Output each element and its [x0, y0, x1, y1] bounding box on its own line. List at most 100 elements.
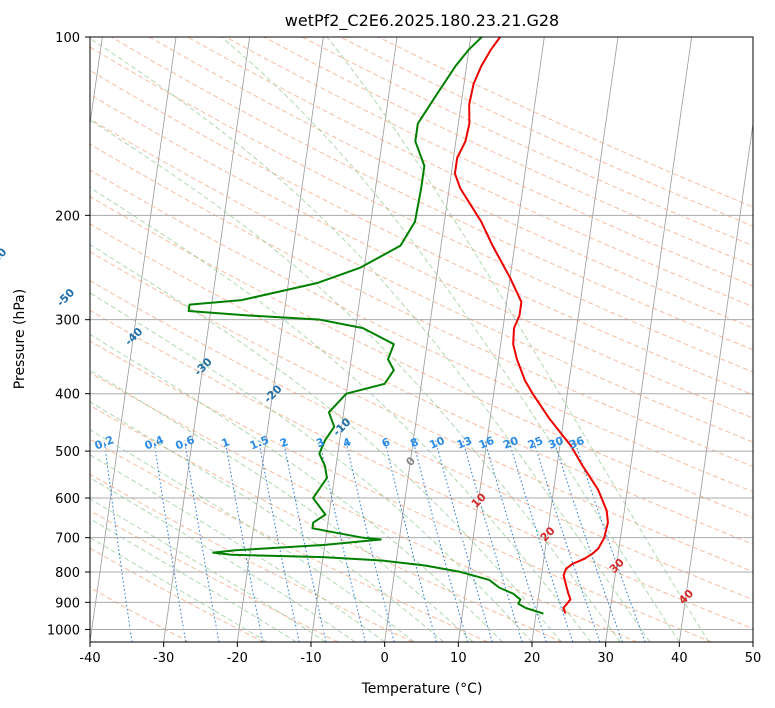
isotherm-label: 10	[469, 490, 489, 510]
mixing-ratio-line	[224, 440, 264, 642]
sounding-profiles	[187, 37, 609, 615]
mixing-ratio-line	[345, 440, 395, 642]
x-tick-label: 30	[597, 651, 614, 666]
mixing-ratio-line	[258, 440, 300, 642]
moist-adiabat-line	[90, 333, 503, 642]
x-tick-label: -10	[300, 651, 321, 666]
moist-adiabat-line	[90, 401, 444, 642]
isotherm-line	[457, 37, 545, 642]
isotherm-label: -60	[0, 245, 10, 268]
mixing-ratio-line	[484, 440, 547, 642]
mixing-ratio-label: 4	[341, 435, 353, 450]
y-tick-label: 800	[55, 566, 80, 581]
mixing-ratio-lines	[103, 440, 646, 642]
x-tick-label: 10	[450, 651, 467, 666]
moist-adiabat-line	[90, 244, 562, 642]
mixing-ratio-line	[153, 440, 187, 642]
skewed-isotherm-grid	[90, 37, 753, 642]
moist-adiabat-line	[90, 477, 356, 642]
mixing-ratio-label: 13	[455, 434, 474, 452]
pressure-grid	[90, 37, 753, 630]
isotherm-line	[605, 37, 693, 642]
x-tick-label: -40	[79, 651, 100, 666]
isotherm-label: 30	[607, 556, 627, 576]
mixing-ratio-label: 3	[314, 435, 326, 450]
moist-adiabat-line	[90, 454, 385, 642]
y-tick-label: 1000	[47, 623, 80, 638]
isotherm-line	[236, 37, 324, 642]
mixing-ratio-label: 30	[546, 434, 565, 452]
plot-lines	[90, 37, 753, 642]
mixing-ratio-line	[412, 440, 468, 642]
y-axis: 100 200 300 400 500 600 700 800 900 1000	[47, 31, 90, 638]
isotherm-line	[678, 120, 753, 642]
plot-frame	[89, 36, 754, 643]
dry-adiabat-line	[90, 46, 753, 373]
y-tick-label: 200	[55, 209, 80, 224]
mixing-ratio-label: 10	[428, 434, 447, 452]
mixing-ratio-label: 20	[501, 434, 520, 452]
moist-adiabats	[90, 37, 710, 642]
y-tick-label: 400	[55, 388, 80, 403]
mixing-ratio-line	[318, 440, 366, 642]
mixing-ratio-line	[384, 440, 437, 642]
moist-adiabat-line	[90, 119, 621, 642]
mixing-ratio-line	[282, 440, 327, 642]
moist-adiabat-line	[90, 536, 268, 642]
dry-adiabat-line	[378, 37, 753, 208]
x-tick-label: 20	[524, 651, 541, 666]
mixing-ratio-label: 16	[477, 434, 496, 452]
y-tick-label: 300	[55, 314, 80, 329]
moist-adiabat-line	[221, 37, 680, 642]
x-tick-label: 0	[381, 651, 389, 666]
dry-adiabat-line	[149, 37, 753, 329]
mixing-ratio-label: 6	[380, 435, 392, 450]
moist-adiabat-line	[90, 292, 533, 642]
moist-adiabat-line	[90, 187, 592, 642]
x-tick-label: 50	[745, 651, 762, 666]
mixing-ratio-label: 0.2	[93, 433, 116, 452]
dry-adiabat-line	[90, 118, 753, 443]
dry-adiabat-line	[90, 169, 753, 493]
moist-adiabat-line	[326, 37, 710, 642]
dry-adiabat-line	[90, 309, 753, 630]
isotherm-line	[752, 639, 753, 642]
dry-adiabat-line	[90, 586, 190, 642]
isotherm-line	[90, 37, 177, 642]
dry-adiabat-line	[90, 195, 753, 519]
isotherm-label: 40	[676, 587, 696, 607]
y-axis-label: Pressure (hPa)	[12, 289, 28, 389]
isotherm-label: -40	[122, 325, 145, 348]
mixing-ratio-label: 2	[278, 435, 290, 450]
dry-adiabats	[90, 37, 753, 642]
moist-adiabat-line	[90, 37, 651, 642]
moist-adiabat-line	[90, 369, 474, 642]
isotherm-label: -50	[54, 286, 77, 309]
dewpoint-profile-line	[187, 37, 544, 615]
x-tick-label: -30	[153, 651, 174, 666]
dry-adiabat-line	[90, 404, 563, 642]
mixing-ratio-line	[462, 440, 523, 642]
dry-adiabat-line	[90, 438, 488, 642]
chart-title: wetPf2_C2E6.2025.180.23.21.G28	[285, 11, 559, 31]
mixing-ratio-line	[103, 440, 133, 642]
moist-adiabat-line	[90, 518, 297, 642]
x-axis-label: Temperature (°C)	[361, 681, 483, 697]
isotherm-line	[90, 37, 103, 127]
isotherm-line	[163, 37, 251, 642]
mixing-ratio-label: 8	[408, 435, 420, 450]
dry-adiabat-line	[90, 69, 753, 396]
x-tick-label: -20	[227, 651, 248, 666]
line-labels: 0.20.40.611.52346810131620253036-100-90-…	[0, 245, 696, 607]
dry-adiabat-line	[90, 251, 753, 573]
mixing-ratio-line	[435, 440, 493, 642]
dry-adiabat-line	[90, 280, 753, 601]
mixing-ratio-label: 25	[526, 434, 545, 452]
dry-adiabat-line	[90, 93, 753, 419]
y-tick-label: 900	[55, 596, 80, 611]
y-tick-label: 500	[55, 445, 80, 460]
isotherm-label: -10	[330, 415, 353, 438]
isotherm-line	[310, 37, 398, 642]
dry-adiabat-line	[90, 340, 712, 642]
